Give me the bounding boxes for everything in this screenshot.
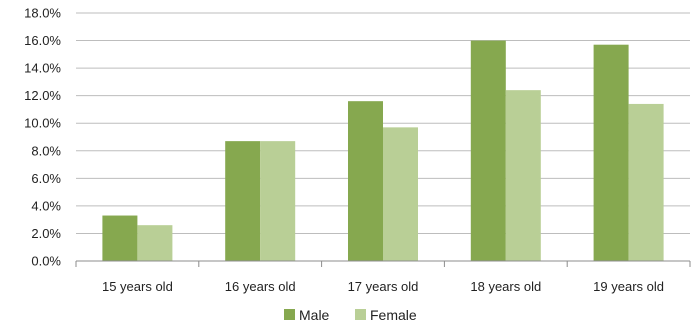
legend-label-male: Male — [299, 307, 330, 323]
bar-male-1 — [102, 215, 138, 261]
y-tick-label: 18.0% — [24, 6, 61, 21]
y-tick-label: 8.0% — [31, 143, 61, 158]
bar-male-5 — [593, 44, 629, 261]
y-tick-label: 10.0% — [24, 116, 61, 131]
bar-female-5 — [628, 103, 664, 261]
bar-male-3 — [348, 101, 383, 261]
x-axis — [75, 260, 691, 267]
x-axis-tick-labels: 15 years old 16 years old 17 years old 18 y… — [102, 279, 664, 294]
legend-swatch-male — [284, 309, 295, 320]
bar-female-2 — [260, 141, 296, 261]
y-tick-label: 6.0% — [31, 171, 61, 186]
x-tick-label: 15 years old — [102, 279, 173, 294]
y-tick-label: 14.0% — [24, 61, 61, 76]
bar-male-4 — [470, 40, 506, 261]
legend: Male Female — [284, 307, 417, 323]
x-tick-label: 19 years old — [593, 279, 664, 294]
x-tick-label: 18 years old — [470, 279, 541, 294]
x-tick-label: 17 years old — [348, 279, 419, 294]
bar-female-3 — [383, 127, 418, 261]
y-tick-label: 4.0% — [31, 198, 61, 213]
bar-female-1 — [137, 225, 173, 261]
y-axis-tick-labels: 0.0% 2.0% 4.0% 6.0% 8.0% 10.0% 12.0% 14.0% 16.0%… — [24, 6, 61, 269]
y-tick-label: 0.0% — [31, 254, 61, 269]
bar-male-2 — [225, 141, 261, 261]
legend-label-female: Female — [370, 307, 417, 323]
bars — [102, 40, 664, 262]
x-tick-label: 16 years old — [225, 279, 296, 294]
y-tick-label: 2.0% — [31, 226, 61, 241]
y-tick-label: 12.0% — [24, 88, 61, 103]
y-tick-label: 16.0% — [24, 33, 61, 48]
bar-female-4 — [505, 90, 541, 262]
legend-swatch-female — [355, 309, 366, 320]
